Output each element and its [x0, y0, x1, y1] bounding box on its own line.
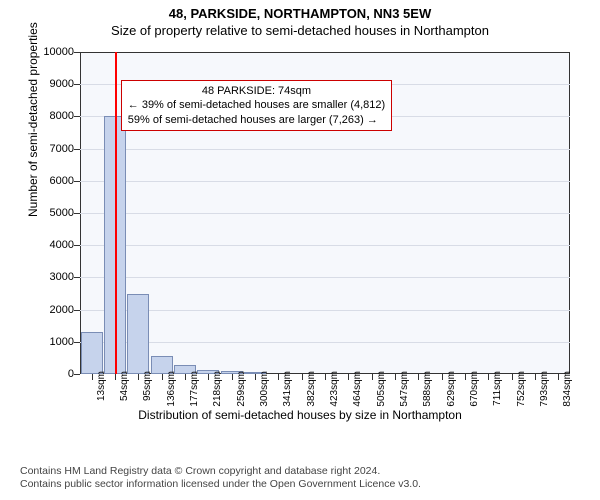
y-tick — [74, 374, 80, 375]
x-tick-label: 670sqm — [469, 371, 480, 407]
x-tick — [558, 374, 559, 380]
x-tick — [232, 374, 233, 380]
x-tick — [278, 374, 279, 380]
x-tick — [138, 374, 139, 380]
footer: Contains HM Land Registry data © Crown c… — [20, 465, 580, 492]
y-tick — [74, 52, 80, 53]
x-tick-label: 834sqm — [562, 371, 573, 407]
x-tick-label: 752sqm — [516, 371, 527, 407]
x-tick-label: 300sqm — [259, 371, 270, 407]
y-axis-label: Number of semi-detached properties — [26, 22, 40, 217]
x-tick-label: 13sqm — [96, 371, 107, 401]
y-tick — [74, 277, 80, 278]
y-tick-label: 7000 — [50, 143, 74, 155]
y-tick-label: 0 — [68, 368, 74, 380]
x-tick-label: 177sqm — [189, 371, 200, 407]
x-tick-label: 95sqm — [142, 371, 153, 401]
histogram-bar — [127, 294, 149, 375]
property-marker-line — [115, 52, 117, 374]
x-tick-label: 629sqm — [446, 371, 457, 407]
annotation-smaller: ← 39% of semi-detached houses are smalle… — [128, 98, 385, 112]
histogram-bar — [81, 332, 103, 374]
y-tick — [74, 213, 80, 214]
footer-line1: Contains HM Land Registry data © Crown c… — [20, 465, 580, 479]
gridline — [80, 181, 570, 182]
x-tick — [302, 374, 303, 380]
x-tick — [348, 374, 349, 380]
gridline — [80, 310, 570, 311]
x-tick-label: 382sqm — [306, 371, 317, 407]
x-tick — [92, 374, 93, 380]
gridline — [80, 277, 570, 278]
y-tick-label: 6000 — [50, 175, 74, 187]
y-tick — [74, 116, 80, 117]
gridline — [80, 245, 570, 246]
x-tick-label: 218sqm — [212, 371, 223, 407]
plot-area: 0100020003000400050006000700080009000100… — [80, 52, 570, 374]
y-tick-label: 5000 — [50, 207, 74, 219]
x-tick — [465, 374, 466, 380]
x-tick — [115, 374, 116, 380]
x-tick-label: 259sqm — [236, 371, 247, 407]
x-tick — [418, 374, 419, 380]
y-tick — [74, 149, 80, 150]
y-tick — [74, 342, 80, 343]
x-tick — [162, 374, 163, 380]
gridline — [80, 213, 570, 214]
x-tick-label: 341sqm — [282, 371, 293, 407]
y-tick — [74, 181, 80, 182]
x-tick — [208, 374, 209, 380]
title-address: 48, PARKSIDE, NORTHAMPTON, NN3 5EW — [0, 6, 600, 21]
annotation-box: 48 PARKSIDE: 74sqm← 39% of semi-detached… — [121, 80, 392, 131]
x-tick — [325, 374, 326, 380]
x-tick — [488, 374, 489, 380]
x-tick-label: 136sqm — [166, 371, 177, 407]
y-tick-label: 1000 — [50, 336, 74, 348]
y-tick-label: 8000 — [50, 110, 74, 122]
x-tick — [185, 374, 186, 380]
y-tick-label: 4000 — [50, 239, 74, 251]
x-axis-label: Distribution of semi-detached houses by … — [0, 408, 600, 422]
y-tick — [74, 84, 80, 85]
x-tick-label: 711sqm — [492, 371, 503, 406]
y-tick-label: 2000 — [50, 304, 74, 316]
x-tick — [372, 374, 373, 380]
x-tick — [535, 374, 536, 380]
x-tick-label: 505sqm — [376, 371, 387, 407]
x-tick — [255, 374, 256, 380]
x-tick-label: 464sqm — [352, 371, 363, 407]
x-tick — [442, 374, 443, 380]
gridline — [80, 149, 570, 150]
y-tick — [74, 245, 80, 246]
x-tick-label: 54sqm — [119, 371, 130, 401]
x-tick-label: 588sqm — [422, 371, 433, 407]
y-tick-label: 10000 — [43, 46, 74, 58]
x-tick — [395, 374, 396, 380]
chart-container: Number of semi-detached properties 01000… — [20, 44, 580, 404]
x-tick-label: 423sqm — [329, 371, 340, 407]
y-tick — [74, 310, 80, 311]
title-subtitle: Size of property relative to semi-detach… — [0, 23, 600, 38]
x-tick-label: 793sqm — [539, 371, 550, 407]
y-tick-label: 9000 — [50, 78, 74, 90]
annotation-title: 48 PARKSIDE: 74sqm — [128, 84, 385, 98]
x-tick — [512, 374, 513, 380]
x-tick-label: 547sqm — [399, 371, 410, 407]
gridline — [80, 342, 570, 343]
footer-line2: Contains public sector information licen… — [20, 478, 580, 492]
y-tick-label: 3000 — [50, 271, 74, 283]
annotation-larger: 59% of semi-detached houses are larger (… — [128, 113, 385, 127]
